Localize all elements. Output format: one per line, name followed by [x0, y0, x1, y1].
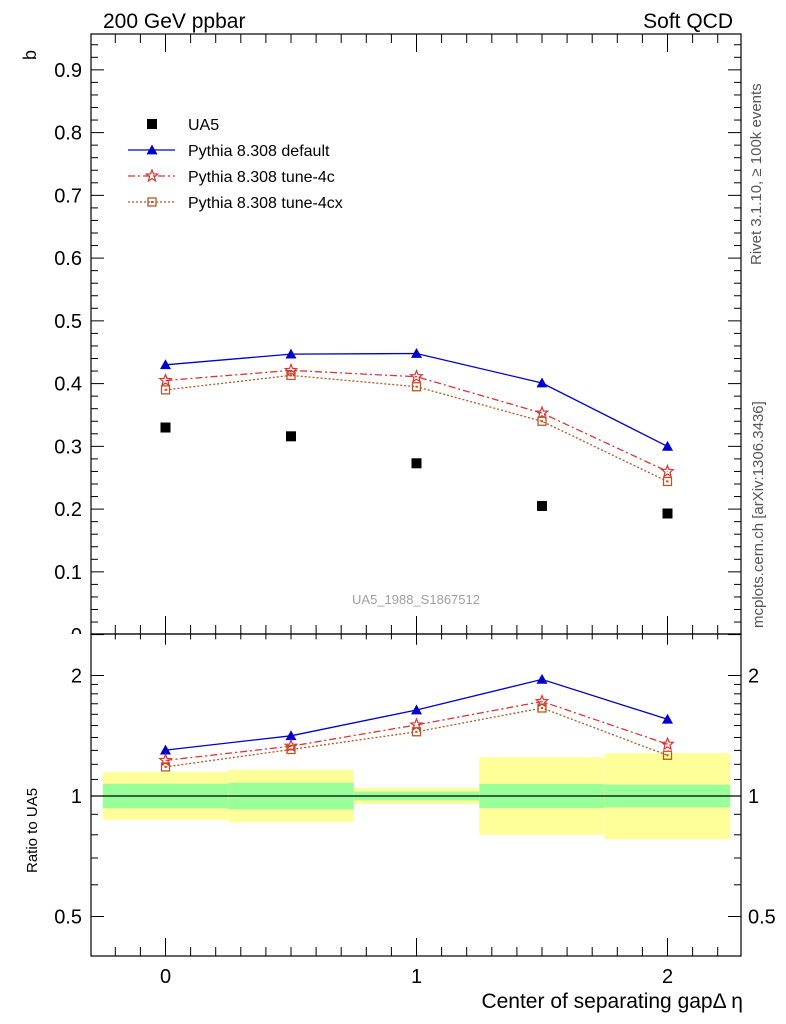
ratio-y-tick-label-right: 2: [748, 666, 759, 688]
y-tick-label: 0.7: [54, 185, 82, 207]
y-tick-label: 0.9: [54, 60, 82, 82]
ratio-y-tick-label: 1: [71, 786, 82, 808]
ratio-marker-default: [160, 744, 171, 755]
x-tick-label: 0: [160, 966, 171, 988]
legend-marker-ua5: [147, 119, 157, 129]
ratio-marker-tune-4cx-center: [541, 706, 543, 709]
legend-marker-tune-4cx-center: [151, 201, 153, 203]
y-tick-label: 0.6: [54, 248, 82, 270]
ratio-marker-tune-4cx-center: [290, 748, 292, 751]
legend-label-default: Pythia 8.308 default: [188, 143, 330, 160]
marker-tune-4cx-center: [666, 480, 669, 483]
y-tick-label: 0.3: [54, 436, 82, 458]
rivet-version-label: Rivet 3.1.10, ≥ 100k events: [748, 83, 765, 265]
ratio-marker-tune-4cx-center: [666, 754, 669, 757]
ratio-marker-tune-4cx-center: [415, 730, 418, 733]
legend-marker-tune-4cx: [147, 197, 157, 207]
ratio-marker-tune-4cx: [411, 727, 422, 737]
legend: UA5 Pythia 8.308 default Pythia 8.308 tune…: [128, 117, 343, 212]
marker-ua5: [537, 500, 547, 511]
marker-tune-4cx-center: [541, 420, 543, 423]
analysis-label: UA5_1988_S1867512: [352, 592, 480, 607]
header-left: 200 GeV ppbar: [103, 10, 245, 33]
legend-label-ua5: UA5: [188, 117, 219, 134]
y-tick-label: 0.8: [54, 123, 82, 145]
ratio-marker-default: [662, 713, 673, 724]
marker-ua5: [160, 422, 171, 433]
ratio-line-tune-4c: [165, 700, 668, 762]
y-tick-label: 0.1: [54, 562, 82, 584]
x-tick-label: 2: [662, 966, 673, 988]
y-tick-label: 0.2: [54, 499, 82, 521]
marker-tune-4cx: [662, 476, 673, 487]
legend-marker-default: [146, 144, 158, 155]
ratio-frame: [90, 633, 742, 957]
ratio-marker-default: [285, 730, 297, 741]
marker-tune-4cx: [537, 416, 547, 426]
y-tick-label: 0.4: [54, 374, 82, 396]
ratio-y-tick-label: 0.5: [54, 907, 82, 929]
y-tick-label-zero: 0: [71, 625, 82, 647]
main-plot: 0.1 0.2 0.3 0.4 0.5 0.6 0.7 0.8 0.9 0: [54, 33, 742, 647]
marker-tune-4c: [660, 463, 675, 478]
marker-tune-4c: [283, 362, 299, 377]
marker-tune-4cx: [411, 382, 422, 392]
marker-tune-4c: [534, 405, 550, 420]
marker-tune-4cx: [160, 385, 171, 395]
ratio-y-tick-label-right: 1: [748, 786, 759, 808]
legend-label-tune-4c: Pythia 8.308 tune-4c: [188, 169, 335, 186]
ratio-marker-default: [411, 704, 422, 715]
legend-marker-tune-4c: [144, 168, 160, 183]
x-axis-label: Center of separating gapΔ η: [481, 990, 743, 1013]
y-tick-label: 0.5: [54, 311, 82, 333]
mcplots-label: mcplots.cern.ch [arXiv:1306.3436]: [750, 401, 767, 628]
marker-ua5: [411, 458, 422, 469]
ratio-marker-tune-4cx-center: [164, 765, 167, 768]
series-line-default: [165, 352, 668, 447]
ratio-marker-tune-4cx: [537, 703, 547, 713]
marker-tune-4c: [158, 372, 173, 387]
marker-default: [662, 440, 673, 451]
marker-tune-4cx-center: [415, 385, 418, 388]
marker-tune-4cx-center: [290, 374, 292, 377]
marker-default: [285, 348, 297, 359]
header-right: Soft QCD: [643, 10, 733, 33]
ratio-y-tick-label: 2: [71, 666, 82, 688]
series-line-tune-4c: [165, 369, 668, 473]
ratio-marker-default: [536, 673, 548, 684]
ratio-marker-tune-4cx: [286, 744, 296, 755]
x-tick-label: 1: [411, 966, 422, 988]
ratio-y-axis-label: Ratio to UA5: [24, 788, 41, 873]
marker-ua5: [662, 508, 673, 519]
ratio-marker-tune-4cx: [160, 762, 171, 772]
marker-default: [536, 377, 548, 388]
ratio-marker-tune-4cx: [662, 750, 673, 760]
marker-tune-4cx-center: [164, 388, 167, 391]
ratio-y-tick-label-right: 0.5: [748, 907, 776, 929]
ratio-line-default: [165, 678, 668, 751]
legend-label-tune-4cx: Pythia 8.308 tune-4cx: [188, 195, 343, 212]
marker-default: [411, 347, 422, 358]
marker-default: [160, 359, 171, 370]
marker-tune-4cx: [286, 370, 296, 381]
marker-ua5: [286, 431, 296, 442]
marker-tune-4c: [409, 369, 424, 383]
ratio-marker-tune-4c: [660, 736, 675, 751]
ratio-plot: 0.5 0.5 1 1 2 2 0 1 2: [54, 633, 776, 988]
main-y-axis-label: b: [20, 50, 40, 60]
